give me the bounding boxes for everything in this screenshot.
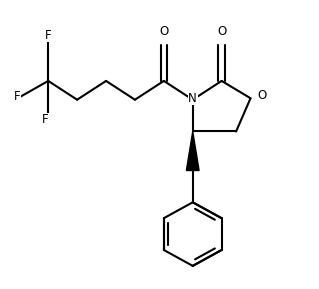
Text: F: F [41, 114, 48, 126]
Text: F: F [45, 29, 52, 42]
Text: N: N [188, 92, 197, 105]
Text: O: O [258, 89, 267, 102]
Text: O: O [159, 25, 168, 38]
Text: O: O [217, 25, 226, 38]
Polygon shape [186, 131, 199, 171]
Text: F: F [14, 90, 20, 103]
